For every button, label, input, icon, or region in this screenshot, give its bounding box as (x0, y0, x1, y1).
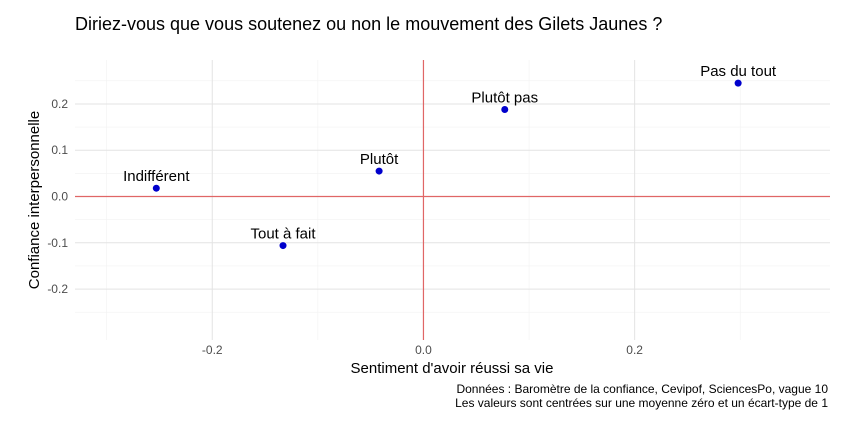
point-label: Tout à fait (250, 226, 316, 243)
caption-line-1: Données : Baromètre de la confiance, Cev… (456, 382, 828, 396)
data-point (375, 167, 383, 175)
x-axis-title: Sentiment d'avoir réussi sa vie (351, 360, 554, 377)
y-tick-label: -0.1 (47, 236, 68, 250)
x-tick-label: -0.2 (202, 343, 223, 357)
point-label: Plutôt pas (471, 90, 538, 107)
data-points (152, 79, 742, 250)
point-label: Pas du tout (700, 63, 777, 80)
point-labels: Indifférent Tout à fait Plutôt Plutôt pas Pa… (123, 63, 777, 242)
data-point (734, 79, 742, 87)
data-point (279, 242, 287, 250)
point-label: Plutôt (360, 151, 399, 168)
data-point (152, 184, 160, 192)
chart-title: Diriez-vous que vous soutenez ou non le … (75, 14, 662, 34)
y-tick-label: 0.0 (51, 190, 68, 204)
y-tick-label: 0.2 (51, 97, 68, 111)
point-label: Indifférent (123, 168, 190, 185)
y-tick-label: -0.2 (47, 282, 68, 296)
x-tick-label: 0.0 (415, 343, 432, 357)
y-tick-label: 0.1 (51, 143, 68, 157)
caption-line-2: Les valeurs sont centrées sur une moyenn… (455, 396, 828, 410)
reference-lines (75, 60, 830, 340)
y-axis-title: Confiance interpersonnelle (26, 111, 43, 289)
data-point (501, 106, 509, 114)
tick-labels: -0.2 0.0 0.2 -0.2 -0.1 0.0 0.1 0.2 (47, 97, 643, 357)
grid (75, 60, 830, 340)
x-tick-label: 0.2 (626, 343, 643, 357)
